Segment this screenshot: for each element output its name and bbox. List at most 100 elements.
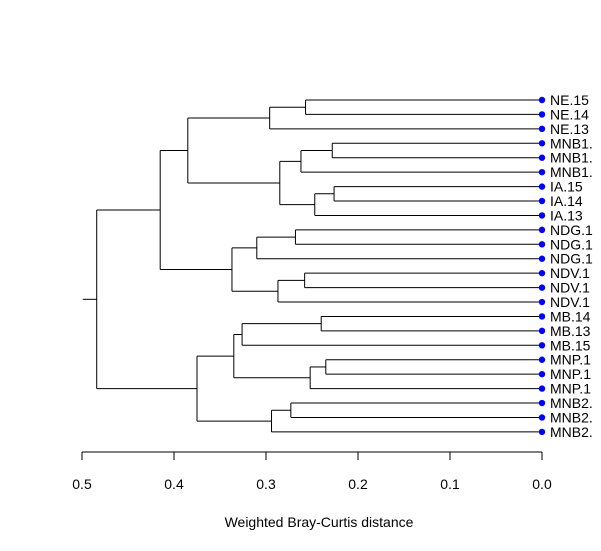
tip-item: MNP.1 (538, 352, 591, 368)
tip-item: MNB1. (538, 150, 593, 166)
merge-node-n17 (325, 359, 542, 375)
tip-label: NDG.1 (550, 236, 593, 252)
tip-item: NE.14 (538, 106, 589, 122)
tip-item: MNP.1 (538, 366, 591, 382)
merge-node-n15 (320, 315, 542, 332)
tip-labels: NE.15NE.14NE.13MNB1.MNB1.MNB1.IA.15IA.14… (538, 92, 593, 440)
tip-marker (538, 342, 546, 349)
tip-label: IA.15 (550, 179, 583, 195)
merge-node-n3 (331, 142, 542, 159)
tip-label: NE.14 (550, 106, 589, 122)
merge-node-n18 (309, 366, 542, 390)
tip-label: NE.13 (550, 121, 589, 137)
merge-node-n5 (333, 186, 542, 202)
tip-item: NDV.1 (538, 280, 590, 296)
tip-item: MB.14 (538, 308, 591, 324)
tip-label: NDG.1 (550, 251, 593, 267)
tip-marker (538, 125, 546, 133)
merge-node-n10 (256, 236, 542, 260)
tip-marker (538, 370, 546, 378)
x-tick-label: 0.4 (164, 476, 184, 492)
tip-label: MNP.1 (550, 352, 591, 368)
tip-item: NE.13 (538, 121, 589, 137)
tip-label: MNB2. (550, 395, 593, 411)
tip-item: MNB1. (538, 135, 593, 151)
tip-item: IA.15 (538, 179, 583, 195)
tip-marker (538, 168, 546, 176)
merge-node-n14 (159, 150, 232, 271)
tip-marker (538, 183, 546, 190)
tip-marker (538, 313, 546, 320)
tip-marker (538, 255, 546, 262)
merge-node-n23 (96, 209, 197, 390)
merge-node-n8 (187, 117, 280, 184)
tip-label: NDV.1 (550, 280, 590, 296)
tip-marker (538, 269, 546, 277)
tip-marker (538, 284, 546, 291)
tip-marker (538, 428, 546, 436)
tip-marker (538, 111, 546, 118)
tip-item: NDG.1 (538, 236, 593, 252)
tip-marker (538, 241, 546, 248)
tip-label: MB.13 (550, 323, 591, 339)
merge-node-n7 (279, 160, 315, 206)
merge-node-n9 (294, 229, 542, 245)
tip-label: NDV.1 (550, 265, 590, 281)
tip-item: MNB2. (538, 409, 593, 425)
x-tick-label: 0.2 (348, 476, 368, 492)
tip-item: NDV.1 (538, 265, 590, 281)
tip-item: MB.15 (538, 337, 591, 353)
tip-marker (538, 399, 546, 407)
tip-marker (538, 385, 546, 392)
tip-label: IA.14 (550, 193, 583, 209)
x-tick-label: 0.3 (256, 476, 276, 492)
merge-node-n12 (277, 279, 542, 303)
tip-label: MNB1. (550, 150, 593, 166)
merge-node-n13 (231, 247, 278, 292)
tip-item: NDG.1 (538, 222, 593, 238)
tip-item: MB.13 (538, 323, 591, 339)
tip-item: NE.15 (538, 92, 589, 108)
tip-item: IA.13 (538, 207, 583, 223)
tip-marker (538, 298, 546, 306)
tip-label: MNB2. (550, 409, 593, 425)
tip-marker (538, 414, 546, 421)
tip-item: IA.14 (538, 193, 583, 209)
tip-item: NDG.1 (538, 251, 593, 267)
x-tick-label: 0.5 (72, 476, 92, 492)
merge-node-n11 (304, 272, 542, 289)
x-axis: 0.5 0.4 0.3 0.2 0.1 0.0 (72, 451, 552, 492)
tip-marker (538, 154, 546, 161)
tip-label: NDV.1 (550, 294, 590, 310)
tip-label: IA.13 (550, 207, 583, 223)
tip-item: MNB1. (538, 164, 593, 180)
tip-label: MB.14 (550, 308, 591, 324)
merge-node-n1 (305, 99, 542, 115)
merge-node-n16 (241, 323, 542, 346)
tip-marker (538, 356, 546, 363)
tip-label: MNB2. (550, 424, 593, 440)
tip-marker (538, 197, 546, 205)
tip-label: MNP.1 (550, 366, 591, 382)
tip-marker (538, 226, 546, 234)
merge-node-n20 (290, 402, 542, 418)
tip-marker (538, 327, 546, 335)
tip-label: MB.15 (550, 337, 591, 353)
x-tick-label: 0.1 (440, 476, 460, 492)
merge-node-n2 (269, 106, 542, 130)
tip-item: MNB2. (538, 395, 593, 411)
tip-item: NDV.1 (538, 294, 590, 310)
tip-marker (538, 212, 546, 219)
tip-marker (538, 140, 546, 147)
x-axis-ticks: 0.5 0.4 0.3 0.2 0.1 0.0 (72, 452, 552, 492)
tip-label: MNB1. (550, 164, 593, 180)
tip-item: MNP.1 (538, 381, 591, 397)
x-axis-title: Weighted Bray-Curtis distance (225, 514, 414, 530)
merge-node-n19 (233, 333, 311, 379)
tip-label: MNB1. (550, 135, 593, 151)
merge-node-n6 (314, 193, 542, 216)
tip-label: MNP.1 (550, 381, 591, 397)
branch-lines (82, 99, 542, 433)
tip-item: MNB2. (538, 424, 593, 440)
